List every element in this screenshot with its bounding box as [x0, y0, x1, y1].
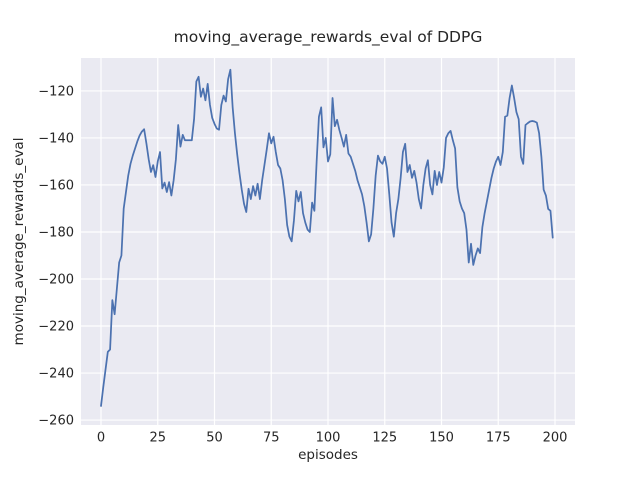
x-axis-label: episodes: [298, 447, 358, 463]
y-tick-label: −260: [38, 414, 74, 429]
chart-title: moving_average_rewards_eval of DDPG: [174, 28, 483, 47]
x-tick-label: 150: [429, 431, 454, 446]
y-tick-label: −200: [38, 272, 74, 287]
y-tick-label: −180: [38, 225, 74, 240]
x-tick-label: 125: [372, 431, 397, 446]
x-axis-tick-labels: 0 25 50 75 100 125 150 175 200: [97, 431, 568, 446]
x-tick-label: 100: [316, 431, 341, 446]
x-tick-label: 0: [97, 431, 105, 446]
y-tick-label: −120: [38, 84, 74, 99]
y-tick-label: −160: [38, 178, 74, 193]
y-tick-label: −220: [38, 320, 74, 335]
y-tick-label: −140: [38, 131, 74, 146]
y-axis-label: moving_average_rewards_eval: [11, 138, 27, 346]
x-tick-label: 200: [543, 431, 568, 446]
gridlines: [81, 58, 575, 425]
x-tick-label: 50: [206, 431, 223, 446]
x-tick-label: 75: [263, 431, 280, 446]
y-axis-tick-labels: −120 −140 −160 −180 −200 −220 −240 −260: [38, 84, 74, 428]
x-tick-label: 175: [486, 431, 511, 446]
reward-line-series: [100, 68, 554, 407]
x-tick-label: 25: [149, 431, 166, 446]
y-tick-label: −240: [38, 367, 74, 382]
